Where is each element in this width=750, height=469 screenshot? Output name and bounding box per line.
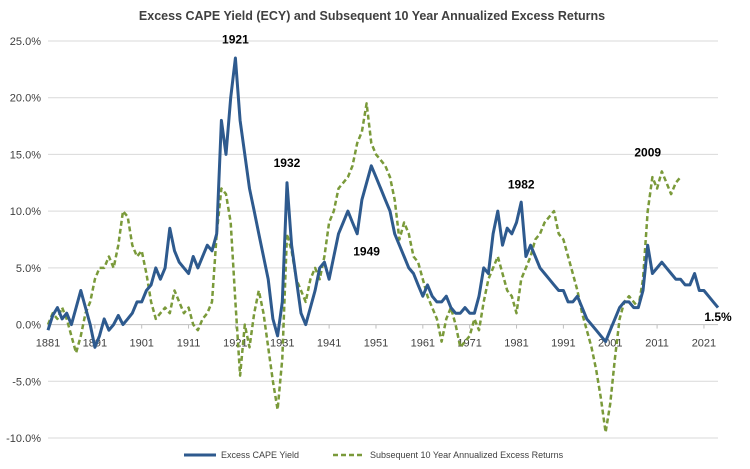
y-tick-label: 5.0% bbox=[16, 263, 41, 275]
x-tick-label: 1911 bbox=[177, 338, 201, 350]
legend-label-subsequent-returns: Subsequent 10 Year Annualized Excess Ret… bbox=[370, 450, 564, 460]
x-tick-label: 1951 bbox=[364, 338, 388, 350]
x-tick-label: 1991 bbox=[551, 338, 575, 350]
x-tick-label: 1981 bbox=[504, 338, 528, 350]
x-tick-label: 2001 bbox=[598, 338, 622, 350]
x-tick-label: 2011 bbox=[645, 338, 669, 350]
legend-label-excess-cape-yield: Excess CAPE Yield bbox=[221, 450, 299, 460]
x-tick-label: 1901 bbox=[129, 338, 153, 350]
y-tick-label: -10.0% bbox=[6, 433, 41, 445]
chart-title: Excess CAPE Yield (ECY) and Subsequent 1… bbox=[139, 9, 605, 23]
annotation-label: 1921 bbox=[222, 32, 249, 46]
series-lines bbox=[46, 56, 720, 434]
legend: Excess CAPE Yield Subsequent 10 Year Ann… bbox=[184, 450, 564, 460]
annotation-label: 1932 bbox=[274, 156, 301, 170]
y-tick-label: 0.0% bbox=[16, 320, 41, 332]
y-tick-label: 15.0% bbox=[10, 149, 41, 161]
y-tick-label: 10.0% bbox=[10, 206, 41, 218]
series-excess-cape-yield bbox=[46, 56, 720, 349]
y-tick-label: -5.0% bbox=[12, 376, 41, 388]
x-axis-ticks: 1881 1891 1901 1911 1921 1931 1941 1951 1961 1971… bbox=[36, 324, 716, 350]
annotation-label: 1949 bbox=[353, 244, 380, 258]
x-tick-label: 1961 bbox=[411, 338, 435, 350]
y-axis-ticks: -10.0% -5.0% 0.0% 5.0% 10.0% 15.0% 20.0% 25.0% bbox=[6, 36, 41, 445]
annotation-label: 1982 bbox=[508, 177, 535, 191]
annotation-label: 2009 bbox=[634, 146, 661, 160]
annotation-label: 1.5% bbox=[704, 310, 732, 324]
y-tick-label: 25.0% bbox=[10, 36, 41, 48]
x-tick-label: 1971 bbox=[457, 338, 481, 350]
x-tick-label: 2021 bbox=[692, 338, 716, 350]
y-tick-label: 20.0% bbox=[10, 93, 41, 105]
series-subsequent-returns bbox=[46, 102, 682, 434]
x-tick-label: 1941 bbox=[317, 338, 341, 350]
gridlines bbox=[48, 40, 718, 439]
annotations: 1921 1932 1949 1982 2009 1.5% bbox=[222, 32, 732, 324]
x-tick-label: 1921 bbox=[223, 338, 247, 350]
x-tick-label: 1881 bbox=[36, 338, 60, 350]
